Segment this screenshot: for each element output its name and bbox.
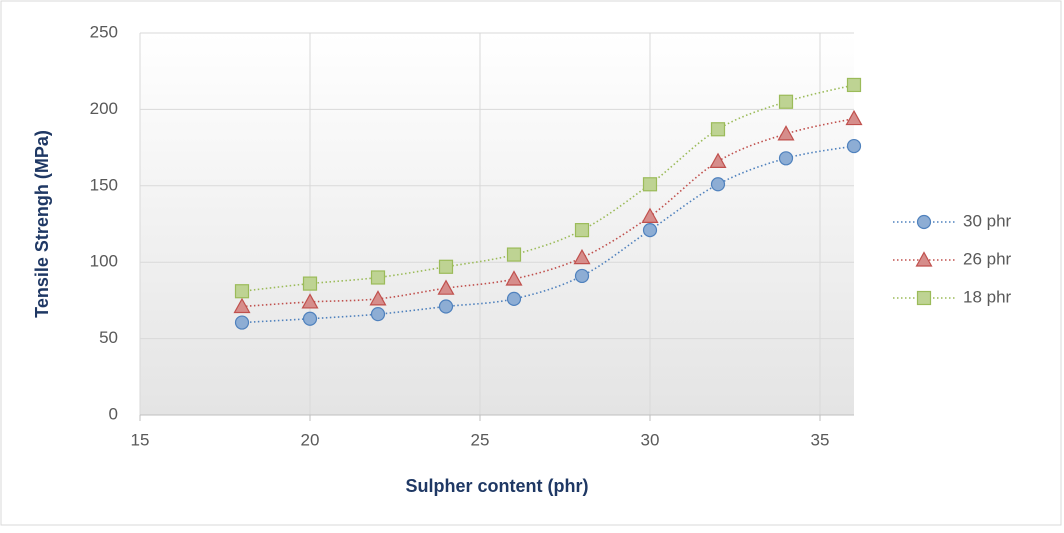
marker xyxy=(370,270,386,285)
marker xyxy=(778,94,794,109)
marker xyxy=(778,151,794,166)
legend-label: 18 phr xyxy=(963,287,1012,306)
marker xyxy=(302,311,318,326)
series-line xyxy=(241,117,855,308)
x-tick-label: 20 xyxy=(301,430,320,449)
marker xyxy=(846,138,862,154)
legend-label: 30 phr xyxy=(963,211,1012,230)
series-line xyxy=(241,84,855,293)
marker xyxy=(233,297,251,314)
y-axis-title: Tensile Strengh (MPa) xyxy=(32,130,52,318)
y-tick-label: 50 xyxy=(99,328,118,347)
legend-marker xyxy=(915,251,933,267)
marker xyxy=(437,279,455,295)
marker xyxy=(574,268,590,284)
legend-marker xyxy=(916,290,932,306)
marker xyxy=(302,276,318,291)
marker xyxy=(370,307,386,322)
legend-marker xyxy=(916,214,932,230)
plot-area xyxy=(140,33,854,415)
x-tick-label: 15 xyxy=(131,430,150,449)
marker xyxy=(438,299,454,314)
marker xyxy=(846,77,862,93)
marker xyxy=(710,122,726,137)
y-tick-label: 250 xyxy=(90,22,118,41)
marker xyxy=(506,291,522,306)
x-axis-title: Sulpher content (phr) xyxy=(406,476,589,496)
marker xyxy=(845,109,863,126)
series-line xyxy=(241,145,855,324)
x-tick-label: 35 xyxy=(811,430,830,449)
marker xyxy=(369,290,387,306)
marker xyxy=(438,259,454,274)
legend-label: 26 phr xyxy=(963,249,1012,268)
marker xyxy=(301,293,319,309)
marker xyxy=(574,223,590,238)
marker xyxy=(573,248,591,265)
marker xyxy=(234,315,250,330)
marker xyxy=(709,152,727,168)
y-tick-label: 200 xyxy=(90,99,118,118)
marker xyxy=(234,284,250,299)
marker xyxy=(642,223,658,238)
marker xyxy=(505,270,523,286)
marker xyxy=(777,125,795,141)
marker xyxy=(506,247,522,262)
x-tick-label: 25 xyxy=(471,430,490,449)
marker xyxy=(710,177,726,192)
y-tick-label: 0 xyxy=(109,404,118,423)
y-tick-label: 150 xyxy=(90,175,118,194)
marker xyxy=(641,207,659,223)
marker xyxy=(642,177,658,192)
y-tick-label: 100 xyxy=(90,252,118,271)
x-tick-label: 30 xyxy=(641,430,660,449)
